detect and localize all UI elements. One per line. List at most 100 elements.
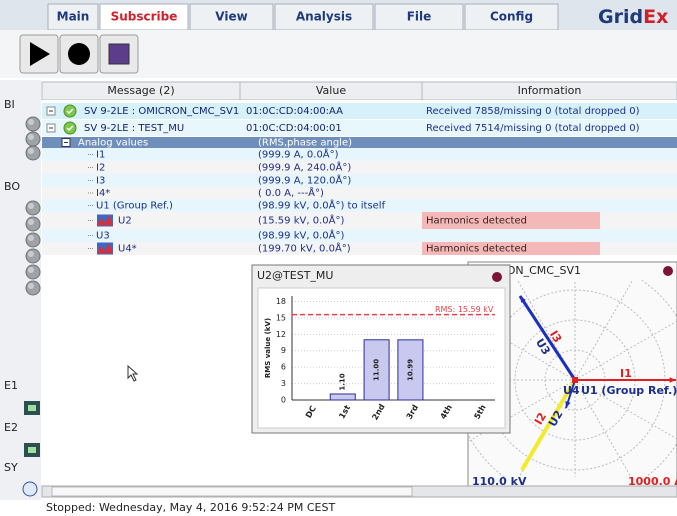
led-shine [28, 251, 34, 257]
analog-row[interactable] [42, 229, 677, 242]
popup-close[interactable] [492, 272, 502, 282]
voltage-scale: 110.0 kV [472, 475, 527, 488]
analog-header[interactable] [42, 137, 677, 148]
brand-second: Ex [643, 6, 668, 28]
channel-value: (999.9 A, 240.0Å°) [258, 161, 351, 174]
harmonics-wave [97, 242, 113, 254]
y-tick-label: 18 [276, 297, 286, 306]
channel-value: (15.59 kV, 0.0Å°) [258, 214, 344, 227]
scrollbar-thumb[interactable] [51, 486, 413, 497]
polar-spoke [574, 379, 632, 477]
warning-cell [422, 242, 600, 255]
tab-label[interactable]: View [215, 10, 247, 24]
warning-cell [422, 212, 600, 229]
play-icon [30, 42, 50, 66]
side-label: E2 [4, 421, 18, 434]
warning-text: Harmonics detected [426, 216, 527, 227]
phasor-origin [572, 377, 578, 383]
side-label: BO [4, 180, 20, 193]
current-scale: 1000.0 A [628, 475, 677, 488]
polar-spoke [574, 320, 677, 381]
arrow-head [522, 463, 528, 470]
popup-title: U2@TEST_MU [257, 269, 333, 282]
analog-row[interactable] [42, 148, 677, 161]
y-tick-label: 0 [281, 396, 286, 405]
tab-label[interactable]: File [407, 10, 432, 24]
led-shine [28, 267, 34, 273]
tab-label[interactable]: Main [57, 10, 90, 24]
message-text: SV 9-2LE : TEST_MU [84, 123, 184, 134]
information-text: Received 7858/missing 0 (total dropped 0… [426, 106, 640, 117]
side-label: SY [4, 461, 18, 474]
side-label: BI [4, 98, 15, 111]
channel-value: ( 0.0 A, ---Å°) [258, 186, 324, 199]
analog-row[interactable] [42, 161, 677, 174]
phasor-label: I3 [547, 328, 564, 345]
channel-name: U1 (Group Ref.) [96, 201, 173, 212]
bar [397, 339, 424, 401]
message-row[interactable] [42, 120, 677, 136]
led-shine [28, 235, 34, 241]
rms-label: RMS: 15.59 kV [435, 305, 494, 314]
phasor-label: I1 [620, 367, 632, 380]
led-shine [28, 283, 34, 289]
polar-spoke [574, 280, 634, 381]
led-shine [28, 119, 34, 125]
value-text: 01:0C:CD:04:00:01 [246, 123, 342, 134]
tab[interactable] [464, 3, 559, 31]
tab[interactable] [374, 3, 464, 31]
channel-value: (98.99 kV, 0.0Å°) [258, 229, 344, 242]
phasor-label: I2 [532, 410, 549, 427]
led-shine [28, 203, 34, 209]
phasor-close[interactable] [663, 266, 673, 276]
channel-value: (999.9 A, 120.0Å°) [258, 174, 351, 187]
arrow-head [669, 377, 676, 383]
phasor-label: U1 (Group Ref.) [581, 384, 677, 397]
tab-label[interactable]: Config [490, 10, 533, 24]
value-label: 10.99 [406, 359, 414, 381]
bar [363, 339, 390, 401]
channel-name: U2 [118, 216, 132, 227]
sync-icon [22, 481, 38, 497]
polar-spoke [574, 379, 677, 440]
y-tick-label: 3 [281, 379, 286, 388]
channel-value: (98.99 kV, 0.0Å°) to itself [258, 199, 386, 212]
y-tick-label: 15 [276, 313, 286, 322]
led-shine [28, 134, 34, 140]
y-tick-label: 6 [281, 363, 286, 372]
channel-name: I1 [96, 150, 105, 161]
y-tick-label: 12 [276, 330, 286, 339]
ethernet-port [28, 405, 36, 411]
channel-name: U3 [96, 231, 110, 242]
phasor-arrow [518, 295, 577, 381]
tab[interactable] [189, 3, 274, 31]
analog-row[interactable] [42, 199, 677, 212]
value-label: 11.00 [373, 359, 381, 381]
information-text: Received 7514/missing 0 (total dropped 0… [426, 123, 640, 134]
channel-name: I4* [96, 188, 110, 199]
tab-label[interactable]: Subscribe [111, 10, 178, 24]
y-axis-label: RMS value (kV) [264, 318, 272, 378]
led-shine [28, 148, 34, 154]
ok-check [66, 108, 74, 115]
analog-row[interactable] [42, 174, 677, 187]
status-text: Stopped: Wednesday, May 4, 2016 9:52:24 … [46, 501, 335, 514]
analog-row[interactable] [42, 187, 677, 199]
arrow-head [565, 401, 571, 408]
phasor-label: U4 [563, 384, 580, 397]
message-row[interactable] [42, 103, 677, 119]
channel-name: U4* [118, 244, 137, 255]
analog-label: Analog values [78, 138, 148, 149]
message-text: SV 9-2LE : OMICRON_CMC_SV1 [84, 106, 239, 117]
arrow-head [520, 296, 526, 303]
brand-first: Grid [598, 6, 643, 28]
tab-label[interactable]: Analysis [296, 10, 352, 24]
brand-logo: GridEx [598, 6, 668, 28]
channel-value: (199.70 kV, 0.0Å°) [258, 242, 351, 255]
tab[interactable] [99, 3, 189, 31]
ethernet-port [28, 447, 36, 453]
side-label: E1 [4, 379, 18, 392]
analog-value: (RMS,phase angle) [258, 138, 352, 149]
